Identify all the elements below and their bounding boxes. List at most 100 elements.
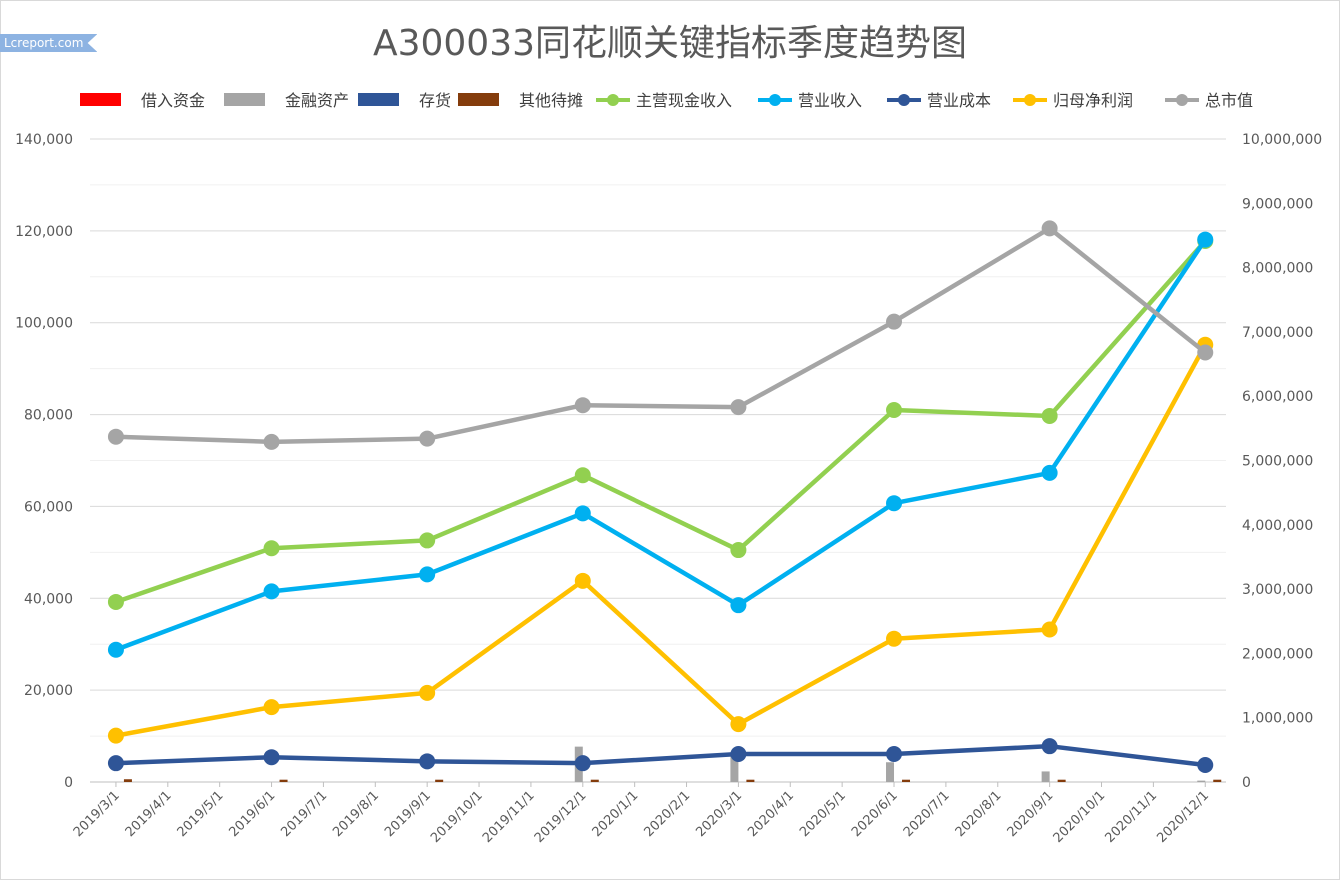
point-营业成本 <box>1041 738 1058 755</box>
left-axis-tick-label: 20,000 <box>24 683 73 699</box>
left-axis-tick-label: 100,000 <box>15 316 73 332</box>
point-总市值 <box>1197 344 1214 361</box>
point-主营现金收入 <box>886 401 903 418</box>
right-axis-tick-label: 9,000,000 <box>1242 196 1313 212</box>
bar-series <box>123 746 1222 782</box>
legend-marker-总市值 <box>1176 94 1188 106</box>
x-axis-tick-label: 2019/7/1 <box>278 788 330 840</box>
legend-marker-营业成本 <box>898 94 910 106</box>
x-axis-tick-label: 2020/5/1 <box>797 788 849 840</box>
legend-label-营业成本: 营业成本 <box>927 91 991 110</box>
point-总市值 <box>574 397 591 414</box>
x-axis-tick-label: 2020/2/1 <box>641 788 693 840</box>
right-axis-tick-label: 10,000,000 <box>1242 132 1322 148</box>
chart-title: A300033同花顺关键指标季度趋势图 <box>373 23 967 64</box>
x-axis-tick-label: 2019/4/1 <box>123 788 175 840</box>
legend-marker-归母净利润 <box>1024 94 1036 106</box>
point-营业收入 <box>1041 464 1058 481</box>
x-axis-tick-label: 2020/9/1 <box>1005 788 1057 840</box>
x-axis-tick-label: 2019/8/1 <box>330 788 382 840</box>
point-主营现金收入 <box>730 542 747 559</box>
point-营业成本 <box>263 749 280 766</box>
point-营业收入 <box>886 495 903 512</box>
legend-label-营业收入: 营业收入 <box>798 91 862 110</box>
legend-label-金融资产: 金融资产 <box>285 91 349 110</box>
point-主营现金收入 <box>419 532 436 549</box>
right-axis-tick-label: 0 <box>1242 775 1251 791</box>
x-axis-tick-label: 2019/3/1 <box>71 788 123 840</box>
point-营业成本 <box>419 753 436 770</box>
point-主营现金收入 <box>107 593 124 610</box>
bar-金融资产 <box>1041 771 1050 782</box>
point-归母净利润 <box>107 727 124 744</box>
x-axis-tick-label: 2020/7/1 <box>901 788 953 840</box>
point-归母净利润 <box>886 630 903 647</box>
right-axis-tick-label: 1,000,000 <box>1242 711 1313 727</box>
point-归母净利润 <box>1041 621 1058 638</box>
point-主营现金收入 <box>1041 407 1058 424</box>
x-axis-tick-label: 2020/11/1 <box>1102 788 1160 846</box>
bar-其他待摊 <box>279 779 288 782</box>
legend-marker-营业收入 <box>769 94 781 106</box>
legend-label-总市值: 总市值 <box>1205 91 1253 110</box>
bar-其他待摊 <box>123 779 132 782</box>
x-axis-tick-label: 2020/6/1 <box>849 788 901 840</box>
x-axis-tick-label: 2019/12/1 <box>532 788 590 846</box>
line-归母净利润 <box>113 342 1208 738</box>
right-axis-tick-label: 6,000,000 <box>1242 389 1313 405</box>
point-营业收入 <box>263 583 280 600</box>
legend-swatch-金融资产 <box>224 93 265 106</box>
right-axis-tick-label: 7,000,000 <box>1242 325 1313 341</box>
point-营业收入 <box>1197 231 1214 248</box>
x-axis-tick-label: 2020/10/1 <box>1051 788 1109 846</box>
point-主营现金收入 <box>574 467 591 484</box>
bar-其他待摊 <box>1213 779 1222 782</box>
point-营业收入 <box>419 566 436 583</box>
point-营业成本 <box>1197 757 1214 774</box>
bar-金融资产 <box>1197 780 1206 782</box>
legend-swatch-存货 <box>358 93 399 106</box>
left-axis-tick-label: 40,000 <box>24 591 73 607</box>
x-axis-tick-label: 2019/9/1 <box>382 788 434 840</box>
point-总市值 <box>107 428 124 445</box>
right-axis-tick-label: 4,000,000 <box>1242 518 1313 534</box>
line-主营现金收入 <box>113 238 1208 605</box>
point-营业成本 <box>574 755 591 772</box>
bar-其他待摊 <box>1057 779 1066 782</box>
legend-marker-主营现金收入 <box>607 94 619 106</box>
point-总市值 <box>886 313 903 330</box>
right-axis-tick-label: 2,000,000 <box>1242 646 1313 662</box>
bar-其他待摊 <box>902 779 911 782</box>
point-归母净利润 <box>730 716 747 733</box>
point-营业成本 <box>107 755 124 772</box>
left-axis-tick-label: 60,000 <box>24 499 73 515</box>
line-总市值 <box>113 226 1208 445</box>
point-营业收入 <box>107 641 124 658</box>
legend-label-借入资金: 借入资金 <box>141 91 205 110</box>
point-总市值 <box>1041 220 1058 237</box>
point-营业成本 <box>730 745 747 762</box>
point-归母净利润 <box>419 684 436 701</box>
line-series <box>107 220 1214 774</box>
bar-其他待摊 <box>746 779 755 782</box>
left-axis-tick-label: 140,000 <box>15 132 73 148</box>
x-axis-tick-label: 2019/5/1 <box>175 788 227 840</box>
right-axis-tick-label: 5,000,000 <box>1242 454 1313 470</box>
x-axis-tick-label: 2020/8/1 <box>953 788 1005 840</box>
point-营业收入 <box>574 505 591 522</box>
x-axis-tick-label: 2020/3/1 <box>693 788 745 840</box>
left-axis: 0 20,000 40,000 60,000 80,000 100,000 120,000 1… <box>15 132 73 791</box>
legend: 借入资金 金融资产 存货 其他待摊 主营现金收入 营业收入 营业成本 归母净利润 总市值 <box>80 91 1253 110</box>
legend-label-归母净利润: 归母净利润 <box>1053 91 1133 110</box>
point-归母净利润 <box>574 572 591 589</box>
line-营业成本 <box>113 743 1208 768</box>
point-总市值 <box>263 433 280 450</box>
point-总市值 <box>730 399 747 416</box>
line-营业收入 <box>113 237 1208 652</box>
bar-其他待摊 <box>435 779 444 782</box>
x-axis: 2019/3/1 2019/4/1 2019/5/1 2019/6/1 2019/7/1… <box>71 781 1226 846</box>
legend-label-主营现金收入: 主营现金收入 <box>636 91 732 110</box>
watermark-tag: Lcreport.com <box>0 34 98 52</box>
x-axis-tick-label: 2020/1/1 <box>590 788 642 840</box>
